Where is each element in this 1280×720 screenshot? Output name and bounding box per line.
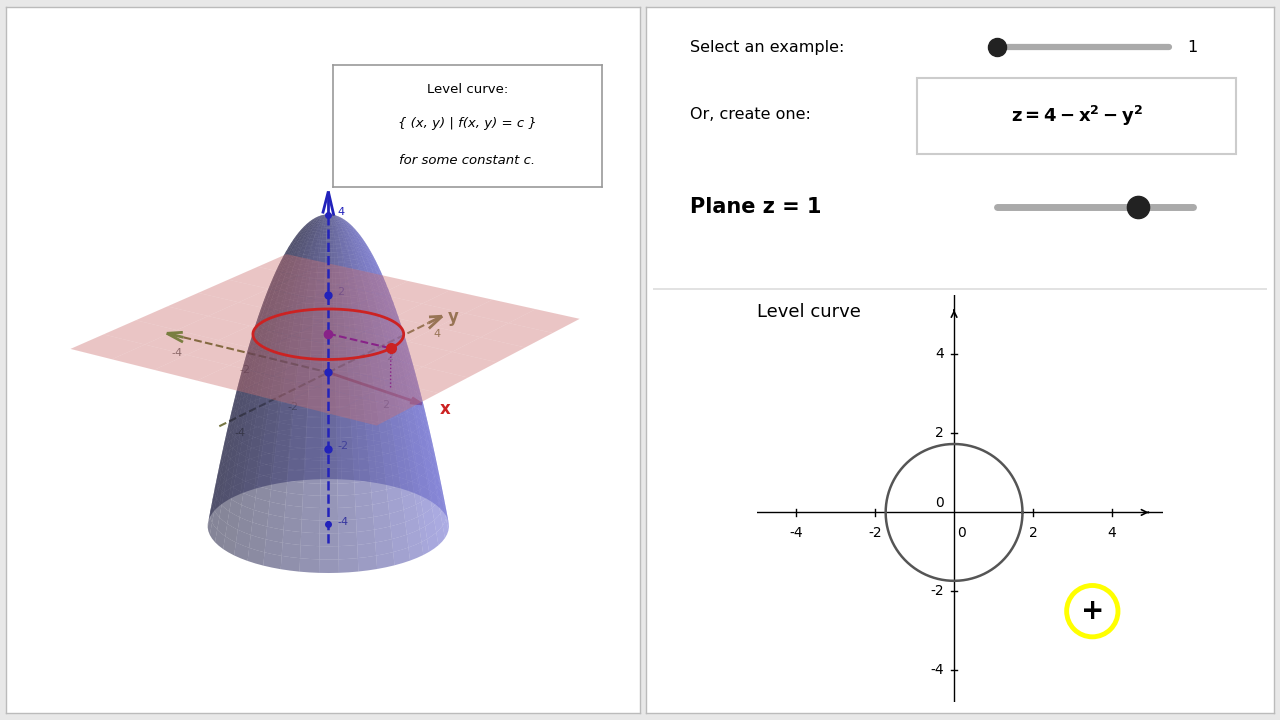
Text: 4: 4 — [936, 348, 945, 361]
Text: 4: 4 — [1107, 526, 1116, 540]
Text: -4: -4 — [931, 663, 945, 678]
Text: 1: 1 — [1188, 40, 1198, 55]
Text: $\mathbf{z = 4 - x^2 - y^2}$: $\mathbf{z = 4 - x^2 - y^2}$ — [1011, 104, 1143, 128]
Text: +: + — [1080, 597, 1103, 625]
Text: { (x, y) | f(x, y) = c }: { (x, y) | f(x, y) = c } — [398, 117, 536, 130]
Text: for some constant c.: for some constant c. — [399, 154, 535, 167]
Text: Level curve: Level curve — [756, 303, 860, 321]
Text: Select an example:: Select an example: — [690, 40, 844, 55]
Text: Plane z = 1: Plane z = 1 — [690, 197, 822, 217]
Text: 2: 2 — [1029, 526, 1038, 540]
Text: 0: 0 — [936, 495, 945, 510]
Text: -2: -2 — [868, 526, 882, 540]
Text: 2: 2 — [936, 426, 945, 441]
FancyBboxPatch shape — [916, 78, 1236, 154]
Text: Or, create one:: Or, create one: — [690, 107, 810, 122]
Text: 0: 0 — [957, 526, 965, 540]
Text: -4: -4 — [790, 526, 803, 540]
Text: -2: -2 — [931, 585, 945, 598]
Text: Level curve:: Level curve: — [426, 83, 508, 96]
